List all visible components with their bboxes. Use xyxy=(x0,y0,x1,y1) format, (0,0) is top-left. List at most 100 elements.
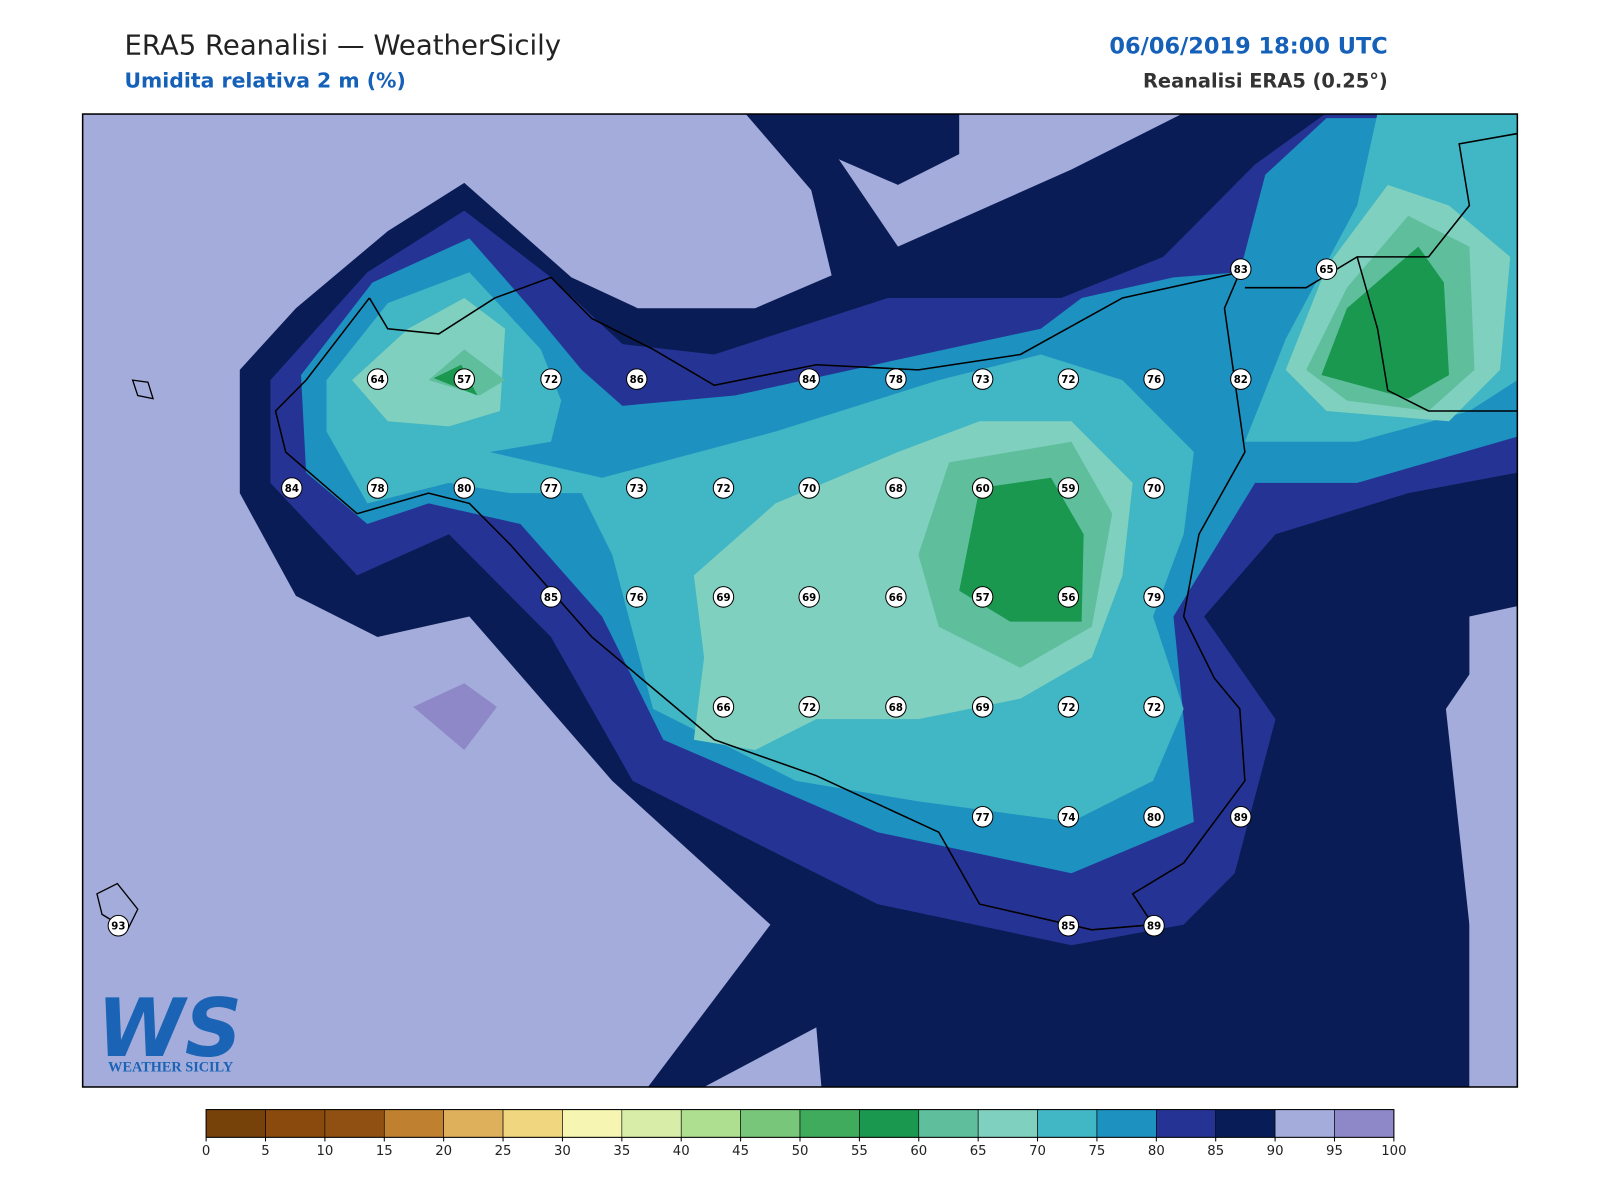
colorbar: 0 5 10 15 20 25 30 35 40 45 50 55 60 65 70 75 80 85 90 95 10… xyxy=(202,1109,1407,1159)
station-marker xyxy=(626,477,648,499)
station-marker xyxy=(798,477,820,499)
colorbar-tick-label: 85 xyxy=(1207,1144,1224,1159)
station: 76 xyxy=(626,586,648,608)
colorbar-segment xyxy=(562,1109,623,1138)
colorbar-tick-label: 40 xyxy=(673,1144,690,1159)
colorbar-tick-label: 0 xyxy=(202,1144,210,1159)
station-marker xyxy=(971,586,994,608)
station-marker xyxy=(1143,805,1165,828)
colorbar-segment xyxy=(383,1109,444,1138)
colorbar-tick-label: 55 xyxy=(851,1144,868,1159)
station-marker xyxy=(1230,805,1252,828)
colorbar-segment xyxy=(1334,1109,1395,1138)
station-marker xyxy=(366,368,389,390)
station-marker xyxy=(798,368,820,390)
colorbar-segment xyxy=(1156,1109,1217,1138)
station-marker xyxy=(281,477,303,499)
station-marker xyxy=(971,477,994,499)
contour xyxy=(959,477,1084,622)
station: 60 xyxy=(971,477,994,499)
station-value: 72 xyxy=(1147,703,1161,714)
station-marker xyxy=(1143,914,1165,937)
station-marker xyxy=(1057,805,1080,828)
station-marker xyxy=(1057,368,1080,390)
station-value: 66 xyxy=(889,593,903,604)
colorbar-tick-label: 90 xyxy=(1267,1144,1284,1159)
station-marker xyxy=(712,477,735,499)
station: 86 xyxy=(626,368,648,390)
station-value: 72 xyxy=(802,703,816,714)
station-marker xyxy=(1057,914,1080,937)
station-value: 89 xyxy=(1147,922,1161,933)
logo-mark: WS xyxy=(97,982,242,1075)
colorbar-segment xyxy=(918,1109,979,1138)
station: 89 xyxy=(1143,914,1165,937)
station-value: 68 xyxy=(889,484,903,495)
station-value: 70 xyxy=(802,484,816,495)
logo-text: WEATHER SICILY xyxy=(108,1060,234,1076)
station-marker xyxy=(366,477,389,499)
colorbar-segment xyxy=(1096,1109,1157,1138)
station-marker xyxy=(798,696,820,718)
colorbar-segment xyxy=(1274,1109,1335,1138)
colorbar-segment xyxy=(443,1109,504,1138)
colorbar-segment xyxy=(740,1109,801,1138)
station-value: 85 xyxy=(1061,922,1075,933)
station: 85 xyxy=(1057,914,1080,937)
station: 68 xyxy=(885,477,907,499)
station-marker xyxy=(971,805,994,828)
title: ERA5 Reanalisi — WeatherSicily xyxy=(124,28,561,61)
station-value: 76 xyxy=(1147,375,1161,386)
colorbar-segment xyxy=(1215,1109,1276,1138)
station: 57 xyxy=(971,586,994,608)
station-marker xyxy=(1315,258,1338,280)
station: 69 xyxy=(712,586,735,608)
map-frame xyxy=(81,113,1519,1088)
station-marker xyxy=(885,477,907,499)
station-value: 80 xyxy=(457,484,471,495)
colorbar-tick-label: 5 xyxy=(261,1144,269,1159)
station-value: 66 xyxy=(716,703,730,714)
station-marker xyxy=(540,586,562,608)
station: 65 xyxy=(1315,258,1338,280)
colorbar-segment xyxy=(799,1109,860,1138)
colorbar-segment xyxy=(1037,1109,1098,1138)
station-marker xyxy=(712,696,735,718)
station: 78 xyxy=(885,368,907,390)
station-value: 69 xyxy=(716,593,730,604)
station: 72 xyxy=(712,477,735,499)
coastline xyxy=(274,271,1246,931)
colorbar-segment xyxy=(621,1109,682,1138)
station-value: 78 xyxy=(370,484,384,495)
colorbar-tick-label: 75 xyxy=(1089,1144,1106,1159)
contour xyxy=(1321,246,1449,399)
colorbar-tick-label: 70 xyxy=(1029,1144,1046,1159)
stations: 64 57 72 86 84 78 73 72 76 82 83 65 84 78 80 77 73 72 70 68… xyxy=(107,258,1338,937)
station-value: 57 xyxy=(976,593,990,604)
station-value: 78 xyxy=(889,375,903,386)
station-value: 74 xyxy=(1061,813,1075,824)
station-marker xyxy=(1057,696,1080,718)
station-marker xyxy=(1057,477,1080,499)
station-marker xyxy=(1143,477,1165,499)
station-marker xyxy=(1057,586,1080,608)
station-marker xyxy=(798,586,820,608)
station: 82 xyxy=(1230,368,1252,390)
station: 73 xyxy=(971,368,994,390)
station-value: 68 xyxy=(889,703,903,714)
station-marker xyxy=(885,696,907,718)
station-marker xyxy=(626,368,648,390)
station-marker xyxy=(885,368,907,390)
station-marker xyxy=(540,368,562,390)
station: 68 xyxy=(885,696,907,718)
coastline xyxy=(96,379,155,931)
station: 70 xyxy=(1143,477,1165,499)
station-marker xyxy=(107,914,130,937)
station: 83 xyxy=(1230,258,1252,280)
station: 73 xyxy=(626,477,648,499)
station-value: 72 xyxy=(716,484,730,495)
station: 72 xyxy=(1143,696,1165,718)
colorbar-segment xyxy=(502,1109,563,1138)
datetime: 06/06/2019 18:00 UTC xyxy=(1109,33,1387,59)
